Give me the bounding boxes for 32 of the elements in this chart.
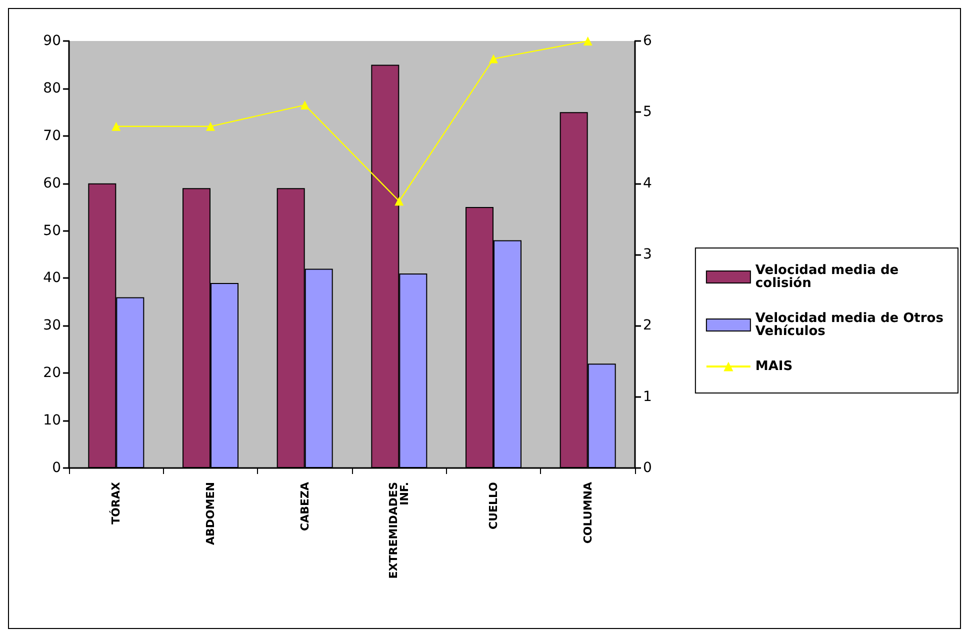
y-tick-label: 70	[43, 128, 61, 144]
point	[112, 122, 121, 131]
legend-label: Velocidad media de Otros Vehículos	[755, 311, 948, 339]
y2-tick-label: 3	[643, 246, 652, 262]
y-tick-label: 30	[43, 318, 61, 334]
y-tick-label: 0	[52, 460, 61, 476]
point	[583, 36, 592, 46]
point	[300, 100, 310, 110]
y2-tick-label: 6	[643, 33, 652, 49]
point	[489, 54, 498, 64]
y-tick-label: 10	[43, 412, 61, 429]
point	[394, 196, 404, 206]
y-tick-label: 80	[43, 80, 61, 96]
legend-label: MAIS	[755, 359, 793, 374]
x-tick-label: CABEZA	[298, 482, 312, 531]
y2-tick-label: 0	[643, 460, 652, 476]
x-tick-label: CUELLO	[487, 482, 500, 530]
legend-label: Velocidad media de colisión	[755, 263, 904, 291]
x-tick-label: EXTREMIDADES INF.	[387, 482, 412, 579]
y2-tick-label: 5	[643, 104, 652, 120]
x-tick-label: ABDOMEN	[204, 482, 217, 546]
point	[206, 122, 215, 131]
y2-tick-label: 1	[643, 388, 652, 405]
x-tick-label: TÓRAX	[108, 481, 123, 524]
y2-tick-label: 2	[643, 318, 652, 334]
y-tick-label: 20	[43, 365, 61, 382]
y-tick-label: 90	[43, 33, 61, 49]
x-tick-label: COLUMNA	[581, 482, 594, 544]
y-tick-label: 60	[43, 175, 61, 192]
y-tick-label: 40	[43, 270, 61, 286]
y2-tick-label: 4	[643, 175, 652, 192]
y-tick-label: 50	[43, 222, 61, 239]
